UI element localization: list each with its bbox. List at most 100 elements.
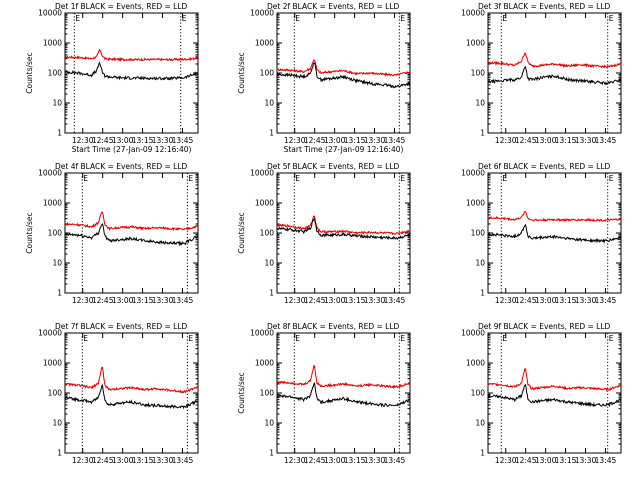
lld-series-line — [65, 48, 199, 63]
event-flag: E — [502, 14, 507, 23]
x-tick-label: 12:30 — [72, 136, 94, 145]
lld-series-line — [487, 52, 622, 69]
x-tick-label: 13:15 — [344, 296, 366, 305]
y-tick-label: 10 — [475, 259, 485, 268]
chart-panel-6: Det 6f BLACK = Events, RED = LLD E E 1 10 100… — [461, 162, 622, 305]
x-tick-label: 12:30 — [495, 456, 517, 465]
event-flag: E — [295, 14, 300, 23]
x-tick-label: 13:00 — [112, 456, 134, 465]
x-tick-label: 13:00 — [324, 296, 346, 305]
y-axis-label: Counts/sec — [237, 372, 246, 413]
lld-series-line — [64, 366, 199, 394]
x-tick-label: 13:15 — [555, 456, 577, 465]
y-tick-label: 10000 — [250, 169, 274, 178]
y-tick-label: 1 — [269, 129, 274, 138]
chart-title: Det 5f BLACK = Events, RED = LLD — [267, 162, 400, 171]
x-tick-label: 12:30 — [495, 136, 517, 145]
events-series-line — [276, 382, 411, 408]
event-flag: E — [83, 174, 88, 183]
y-tick-label: 10000 — [461, 9, 485, 18]
lld-series-line — [64, 211, 199, 232]
y-tick-label: 10 — [264, 99, 274, 108]
x-tick-label: 13:30 — [364, 456, 386, 465]
events-series-line — [488, 223, 622, 244]
chart-panel-1: Det 1f BLACK = Events, RED = LLD E E 1 10 100… — [25, 2, 199, 154]
event-flag: E — [502, 334, 507, 343]
x-tick-label: 13:00 — [112, 136, 134, 145]
x-tick-label: 13:30 — [364, 296, 386, 305]
x-tick-label: 12:45 — [92, 136, 114, 145]
y-tick-label: 1000 — [466, 359, 485, 368]
chart-title: Det 2f BLACK = Events, RED = LLD — [267, 2, 400, 11]
lld-series-line — [487, 210, 622, 223]
y-tick-label: 1000 — [43, 199, 62, 208]
event-flag: E — [400, 14, 405, 23]
events-series-line — [276, 62, 411, 89]
plot-frame — [64, 332, 199, 454]
x-tick-label: 13:45 — [172, 296, 194, 305]
plot-frame — [276, 12, 411, 134]
x-tick-label: 13:45 — [595, 136, 617, 145]
y-tick-label: 10000 — [461, 329, 485, 338]
events-series-line — [64, 384, 199, 410]
y-tick-label: 1000 — [43, 39, 62, 48]
chart-title: Det 8f BLACK = Events, RED = LLD — [267, 322, 400, 331]
chart-panel-9: Det 9f BLACK = Events, RED = LLD E E 1 10 100… — [461, 322, 622, 465]
x-tick-label: 12:45 — [515, 456, 537, 465]
y-tick-label: 10 — [52, 419, 62, 428]
event-flag: E — [502, 174, 507, 183]
y-axis-label: Counts/sec — [25, 52, 34, 93]
y-tick-label: 100 — [48, 229, 63, 238]
events-series-line — [276, 217, 411, 240]
y-tick-label: 100 — [260, 69, 275, 78]
lld-series-line — [487, 367, 622, 392]
y-tick-label: 10000 — [38, 329, 62, 338]
x-tick-label: 12:45 — [515, 136, 537, 145]
y-tick-label: 100 — [471, 69, 486, 78]
event-flag: E — [609, 14, 614, 23]
y-axis-label: Counts/sec — [237, 52, 246, 93]
x-tick-label: 13:45 — [595, 296, 617, 305]
x-tick-label: 13:45 — [172, 136, 194, 145]
x-tick-label: 12:45 — [304, 296, 326, 305]
y-tick-label: 1000 — [43, 359, 62, 368]
x-tick-label: 13:00 — [535, 136, 557, 145]
y-tick-label: 10 — [264, 259, 274, 268]
x-tick-label: 13:15 — [132, 136, 154, 145]
event-flag: E — [295, 174, 300, 183]
x-tick-label: 13:15 — [555, 296, 577, 305]
x-tick-label: 13:15 — [132, 296, 154, 305]
plot-frame — [64, 12, 199, 134]
x-tick-label: 13:00 — [324, 136, 346, 145]
chart-title: Det 1f BLACK = Events, RED = LLD — [55, 2, 188, 11]
x-tick-label: 13:30 — [575, 296, 597, 305]
y-tick-label: 1 — [480, 449, 485, 458]
chart-title: Det 6f BLACK = Events, RED = LLD — [478, 162, 611, 171]
plot-frame — [487, 12, 622, 134]
chart-title: Det 9f BLACK = Events, RED = LLD — [478, 322, 611, 331]
chart-title: Det 7f BLACK = Events, RED = LLD — [55, 322, 188, 331]
x-tick-label: 13:15 — [555, 136, 577, 145]
x-tick-label: 13:30 — [152, 296, 174, 305]
y-tick-label: 1 — [480, 289, 485, 298]
event-flag: E — [400, 334, 405, 343]
chart-title: Det 4f BLACK = Events, RED = LLD — [55, 162, 188, 171]
x-tick-label: 13:00 — [324, 456, 346, 465]
y-tick-label: 1 — [480, 129, 485, 138]
x-tick-label: 13:45 — [384, 456, 406, 465]
event-flag: E — [609, 174, 614, 183]
y-tick-label: 1000 — [466, 199, 485, 208]
lld-series-line — [276, 59, 411, 77]
y-tick-label: 10000 — [250, 329, 274, 338]
y-tick-label: 1 — [57, 129, 62, 138]
event-flag: E — [188, 174, 193, 183]
lld-series-line — [276, 364, 411, 389]
x-tick-label: 13:30 — [575, 456, 597, 465]
x-tick-label: 12:30 — [495, 296, 517, 305]
x-tick-label: 13:00 — [535, 456, 557, 465]
y-tick-label: 100 — [48, 389, 63, 398]
